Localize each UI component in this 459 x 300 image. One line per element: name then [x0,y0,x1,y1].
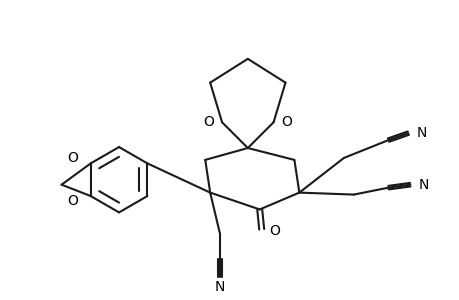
Text: O: O [203,115,214,129]
Text: N: N [214,280,225,294]
Text: N: N [415,126,425,140]
Text: N: N [417,178,428,192]
Text: O: O [67,194,78,208]
Text: O: O [281,115,292,129]
Text: O: O [269,224,280,238]
Text: O: O [67,152,78,165]
